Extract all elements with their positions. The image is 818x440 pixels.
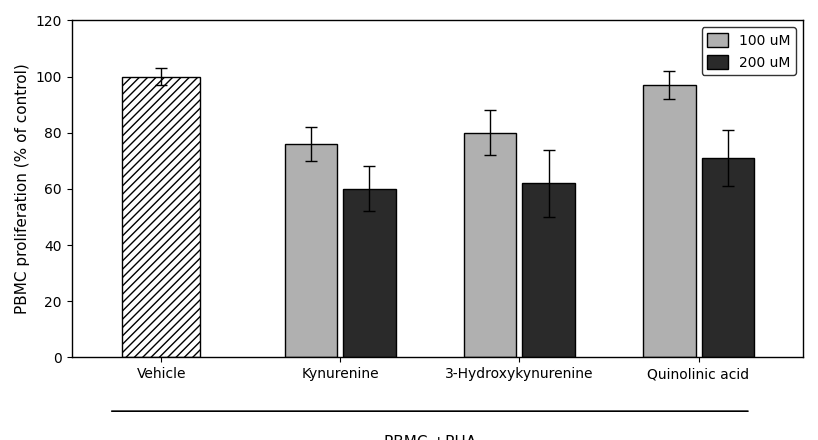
Bar [643,85,695,357]
Y-axis label: PBMC proliferation (% of control): PBMC proliferation (% of control) [15,63,30,314]
Bar [464,133,516,357]
Bar [285,144,337,357]
Bar [122,77,200,357]
Bar [702,158,753,357]
Legend: 100 uM, 200 uM: 100 uM, 200 uM [702,27,796,75]
Bar [344,189,396,357]
Text: PBMC +PHA: PBMC +PHA [384,435,476,440]
Bar [523,183,574,357]
